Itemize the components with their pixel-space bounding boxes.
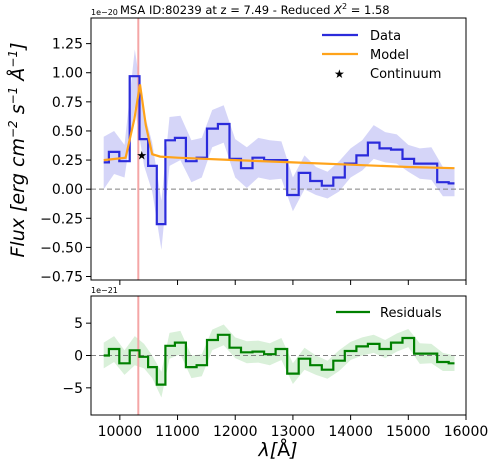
data-step-series [103, 75, 455, 226]
residuals-legend: Residuals [336, 306, 442, 321]
top-ytick-label: 0.00 [52, 182, 83, 198]
flux-panel: ★ −0.75 −0.50 −0.25 0.00 0.25 0.50 0.75 1.00 1.2… [6, 2, 467, 286]
bot-xtick-label: 13000 [271, 424, 316, 440]
data-uncertainty-band [103, 49, 455, 250]
residuals-offset-label: 1e−21 [91, 286, 118, 295]
chart-title: MSA ID:80239 at z = 7.49 - Reduced X2 = … [120, 2, 390, 17]
residuals-panel: −5 0 5 10000 11000 12000 13000 14000 15000 16000… [62, 286, 488, 461]
bot-xtick-label: 16000 [444, 424, 489, 440]
legend-data-label: Data [370, 29, 401, 44]
model-series [103, 84, 455, 170]
bot-xtick-label: 15000 [386, 424, 431, 440]
flux-offset-label: 1e−20 [91, 8, 118, 17]
top-ytick-label: −0.25 [40, 211, 83, 227]
residuals-step-series [103, 333, 455, 386]
legend-model-label: Model [370, 48, 409, 63]
continuum-marker: ★ [136, 148, 147, 162]
bot-xtick-label: 14000 [328, 424, 373, 440]
flux-y-axis: −0.75 −0.50 −0.25 0.00 0.25 0.50 0.75 1.00 1.25 [40, 37, 91, 286]
legend-residuals-label: Residuals [380, 306, 442, 321]
top-ytick-label: 0.75 [52, 95, 83, 111]
top-ytick-label: −0.50 [40, 240, 83, 256]
bot-xtick-label: 12000 [213, 424, 258, 440]
top-ytick-label: −0.75 [40, 270, 83, 286]
top-ytick-label: 0.25 [52, 153, 83, 169]
residuals-y-axis: −5 0 5 [62, 316, 91, 397]
top-ytick-label: 0.50 [52, 124, 83, 140]
bot-xtick-label: 11000 [155, 424, 200, 440]
bot-ytick-label: 5 [74, 316, 83, 332]
top-ytick-label: 1.25 [52, 37, 83, 53]
flux-legend: Data Model ★ Continuum [322, 29, 441, 82]
residual-uncertainty-band [103, 324, 455, 398]
flux-x-ticks [119, 280, 467, 285]
top-ytick-label: 1.00 [52, 66, 83, 82]
flux-y-axis-label: Flux [erg cm−2 s−1 Å−1] [6, 42, 29, 257]
x-axis-label: λ[Å] [257, 438, 297, 461]
legend-continuum-label: Continuum [370, 67, 441, 82]
residuals-x-axis: 10000 11000 12000 13000 14000 15000 16000 [98, 415, 489, 440]
bot-xtick-label: 10000 [98, 424, 143, 440]
bot-ytick-label: 0 [74, 349, 83, 365]
bot-ytick-label: −5 [62, 381, 83, 397]
flux-axes-frame [90, 17, 467, 281]
legend-continuum-marker: ★ [334, 67, 345, 81]
